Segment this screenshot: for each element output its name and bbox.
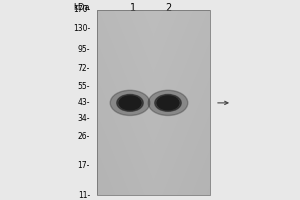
Ellipse shape	[157, 96, 179, 110]
Text: 17-: 17-	[78, 161, 90, 170]
Text: 26-: 26-	[78, 132, 90, 141]
Ellipse shape	[117, 94, 143, 111]
Text: 2: 2	[165, 3, 171, 13]
Text: 11-: 11-	[78, 190, 90, 200]
Text: 34-: 34-	[77, 114, 90, 123]
Bar	[97, 10, 210, 195]
Text: 43-: 43-	[77, 98, 90, 107]
Text: 55-: 55-	[77, 82, 90, 91]
Text: 72-: 72-	[78, 64, 90, 73]
Text: 95-: 95-	[77, 45, 90, 54]
Text: kDa: kDa	[74, 3, 90, 12]
Text: 170-: 170-	[73, 5, 90, 15]
Ellipse shape	[119, 96, 141, 110]
Text: 1: 1	[130, 3, 136, 13]
Text: 130-: 130-	[73, 24, 90, 33]
Ellipse shape	[155, 94, 181, 111]
Ellipse shape	[148, 90, 188, 115]
Ellipse shape	[110, 90, 150, 115]
